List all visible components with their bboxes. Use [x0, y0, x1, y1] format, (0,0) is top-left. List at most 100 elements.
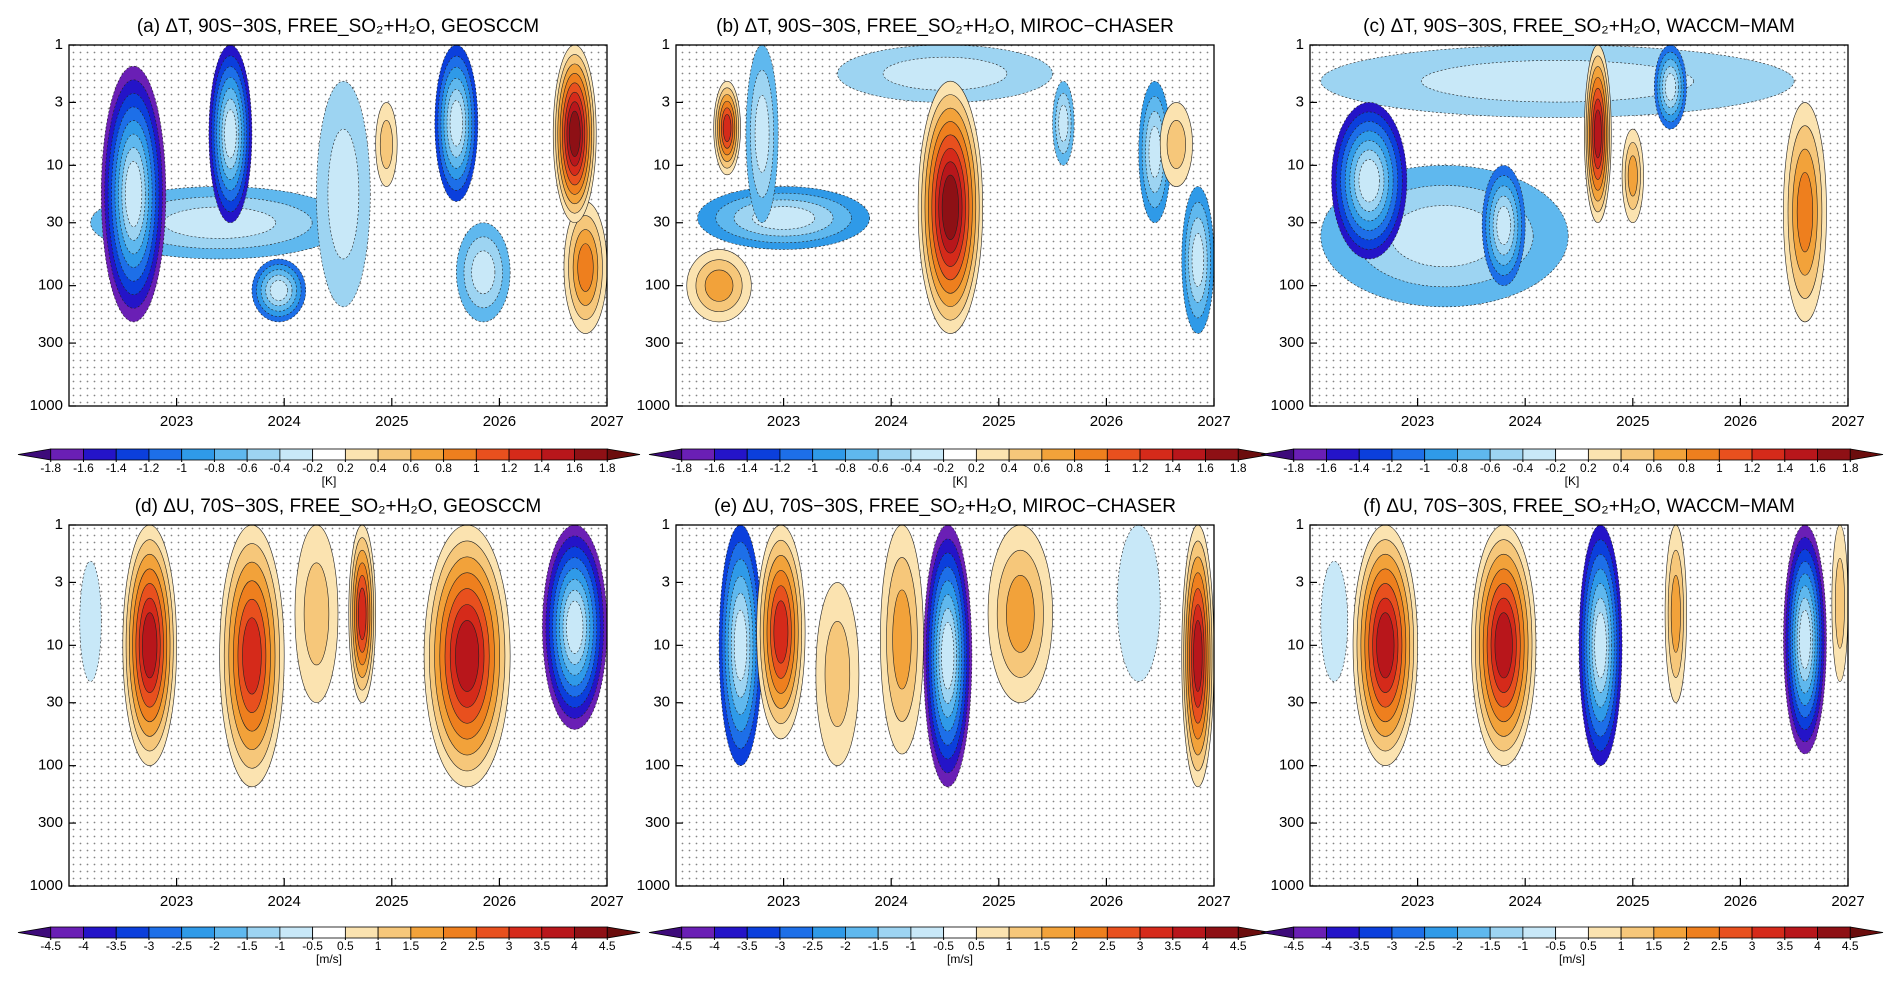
colorbar-segment — [1653, 926, 1687, 939]
colorbar-label: 2.5 — [1099, 939, 1116, 953]
colorbar-segment — [779, 926, 814, 939]
colorbar-label: -3 — [775, 939, 786, 953]
contour-region — [577, 243, 594, 292]
colorbar-label: 4.5 — [1842, 939, 1859, 953]
x-tick-label: 2023 — [1401, 893, 1434, 910]
colorbar-segment — [475, 926, 510, 939]
colorbar-segment — [1358, 926, 1393, 939]
colorbar-label: 1.5 — [1645, 939, 1662, 953]
y-tick-label: 100 — [1279, 277, 1304, 294]
panel: (b) ΔT, 90S−30S, FREE_SO₂+H₂O, MIROC−CHA… — [637, 16, 1272, 488]
colorbar-arrow — [17, 926, 52, 939]
colorbar-label: -0.5 — [933, 939, 954, 953]
colorbar-label: 2 — [1071, 939, 1078, 953]
colorbar-unit: [K] — [953, 474, 968, 488]
colorbar-segment — [681, 448, 715, 461]
y-tick-label: 300 — [645, 814, 670, 831]
colorbar-label: -1.6 — [1316, 461, 1337, 475]
colorbar-arrow — [1849, 926, 1884, 939]
y-tick-label: 1 — [662, 36, 670, 53]
contour-region — [471, 250, 496, 295]
colorbar-segment — [115, 448, 150, 461]
colorbar-segment — [214, 926, 248, 939]
contour-region — [449, 100, 463, 147]
x-tick-label: 2027 — [1831, 893, 1864, 910]
colorbar-label: -4.5 — [40, 939, 61, 953]
colorbar-segment — [910, 448, 945, 461]
colorbar-label: -1.8 — [1283, 461, 1304, 475]
colorbar-label: 1 — [1716, 461, 1723, 475]
colorbar-label: -0.4 — [270, 461, 291, 475]
colorbar-label: 0.8 — [1678, 461, 1695, 475]
colorbar-segment — [344, 926, 379, 939]
contour-region — [1116, 525, 1161, 682]
colorbar-segment — [975, 926, 1010, 939]
colorbar-segment — [1172, 448, 1206, 461]
y-tick-label: 10 — [653, 636, 670, 653]
colorbar-label: -0.2 — [933, 461, 954, 475]
colorbar-segment — [83, 926, 117, 939]
colorbar-label: -0.6 — [237, 461, 258, 475]
colorbar-segment — [1587, 926, 1622, 939]
colorbar-label: -1.2 — [139, 461, 160, 475]
y-tick-label: 10 — [1287, 156, 1304, 173]
contour-region — [1627, 155, 1638, 197]
panel: (f) ΔU, 70S−30S, FREE_SO₂+H₂O, WACCM−MAM… — [1260, 496, 1884, 966]
contour-field — [676, 525, 1214, 886]
colorbar-arrow — [606, 926, 641, 939]
colorbar-segment — [681, 926, 715, 939]
colorbar-segment — [845, 448, 879, 461]
colorbar-segment — [1817, 926, 1851, 939]
colorbar-segment — [1489, 926, 1524, 939]
colorbar-segment — [1686, 448, 1720, 461]
contour-region — [733, 609, 748, 681]
colorbar-label: -1.2 — [770, 461, 791, 475]
contour-region — [1593, 109, 1602, 159]
y-tick-label: 1000 — [637, 397, 670, 414]
colorbar-segment — [475, 448, 510, 461]
contour-region — [1421, 60, 1694, 103]
colorbar-label: -3.5 — [737, 939, 758, 953]
contour-region — [566, 600, 584, 654]
colorbar-segment — [50, 926, 84, 939]
colorbar-label: 0.5 — [337, 939, 354, 953]
contour-field — [69, 525, 607, 886]
colorbar-label: -3.5 — [106, 939, 127, 953]
plot-frame — [1309, 44, 1849, 407]
colorbar-label: -1 — [807, 461, 818, 475]
colorbar-label: -1.6 — [704, 461, 725, 475]
x-tick-label: 2027 — [1197, 413, 1230, 430]
colorbar-segment — [1784, 448, 1818, 461]
colorbar-label: 0.5 — [1580, 939, 1597, 953]
colorbar-segment — [443, 926, 477, 939]
contour-region — [1799, 609, 1811, 670]
colorbar-segment — [246, 926, 281, 939]
colorbar-segment — [344, 448, 379, 461]
contour-region — [1670, 575, 1681, 653]
colorbar-arrow — [17, 448, 52, 461]
panel-title: (e) ΔU, 70S−30S, FREE_SO₂+H₂O, MIROC−CHA… — [714, 496, 1176, 517]
colorbar-segment — [181, 448, 215, 461]
y-tick-label: 100 — [645, 277, 670, 294]
colorbar-segment — [214, 448, 248, 461]
colorbar-segment — [508, 926, 543, 939]
colorbar-segment — [1751, 448, 1786, 461]
colorbar-label: 2 — [440, 939, 447, 953]
contour-region — [124, 160, 143, 228]
panel-title: (c) ΔT, 90S−30S, FREE_SO₂+H₂O, WACCM−MAM — [1363, 16, 1795, 37]
colorbar-arrow — [1237, 926, 1272, 939]
contour-region — [1664, 73, 1676, 101]
colorbar-label: -1.5 — [237, 939, 258, 953]
y-tick-label: 100 — [38, 757, 63, 774]
contour-region — [224, 109, 237, 159]
colorbar-segment — [1751, 926, 1786, 939]
colorbar-label: -4.5 — [671, 939, 692, 953]
colorbar-segment — [1522, 448, 1557, 461]
colorbar-label: 1.5 — [1033, 939, 1050, 953]
contour-region — [941, 622, 955, 690]
x-tick-label: 2027 — [1197, 893, 1230, 910]
colorbar-segment — [812, 926, 846, 939]
colorbar-label: -1.2 — [1382, 461, 1403, 475]
colorbar-label: 0.8 — [1066, 461, 1083, 475]
colorbar-label: -0.4 — [1513, 461, 1534, 475]
